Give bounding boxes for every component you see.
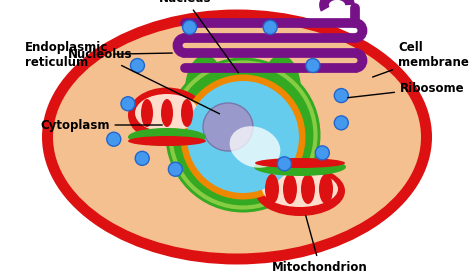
Ellipse shape	[161, 99, 173, 127]
Ellipse shape	[203, 103, 253, 151]
Text: Nucleus: Nucleus	[159, 0, 238, 73]
Circle shape	[135, 151, 149, 165]
Ellipse shape	[165, 58, 320, 212]
Ellipse shape	[255, 158, 345, 168]
Text: Cell
membrane: Cell membrane	[373, 41, 469, 77]
Ellipse shape	[135, 94, 199, 132]
Ellipse shape	[262, 171, 338, 207]
Text: Cytoplasm: Cytoplasm	[40, 118, 162, 132]
Ellipse shape	[128, 128, 206, 146]
Ellipse shape	[185, 55, 225, 125]
Circle shape	[107, 132, 121, 146]
Circle shape	[263, 20, 277, 34]
Ellipse shape	[128, 88, 206, 143]
Circle shape	[277, 157, 292, 171]
Ellipse shape	[181, 75, 306, 200]
Ellipse shape	[301, 174, 315, 204]
Text: Nucleolus: Nucleolus	[68, 49, 219, 114]
Circle shape	[306, 58, 320, 73]
Ellipse shape	[42, 10, 432, 265]
Circle shape	[130, 58, 145, 73]
Text: Ribosome: Ribosome	[348, 82, 465, 98]
Ellipse shape	[181, 99, 193, 127]
Circle shape	[315, 146, 329, 160]
Ellipse shape	[261, 55, 301, 125]
Ellipse shape	[53, 20, 421, 254]
Text: Mitochondrion: Mitochondrion	[272, 216, 368, 273]
Circle shape	[182, 20, 197, 34]
Text: Endoplasmic
reticulum: Endoplasmic reticulum	[25, 41, 172, 69]
Circle shape	[334, 116, 348, 130]
Ellipse shape	[128, 136, 206, 146]
Circle shape	[168, 162, 182, 176]
Ellipse shape	[187, 81, 299, 193]
Ellipse shape	[283, 174, 297, 204]
Ellipse shape	[319, 174, 333, 204]
Circle shape	[334, 88, 348, 103]
Ellipse shape	[254, 158, 346, 176]
Circle shape	[121, 97, 135, 111]
Ellipse shape	[255, 166, 345, 216]
Ellipse shape	[141, 99, 153, 127]
Ellipse shape	[229, 126, 281, 168]
Ellipse shape	[265, 174, 279, 204]
